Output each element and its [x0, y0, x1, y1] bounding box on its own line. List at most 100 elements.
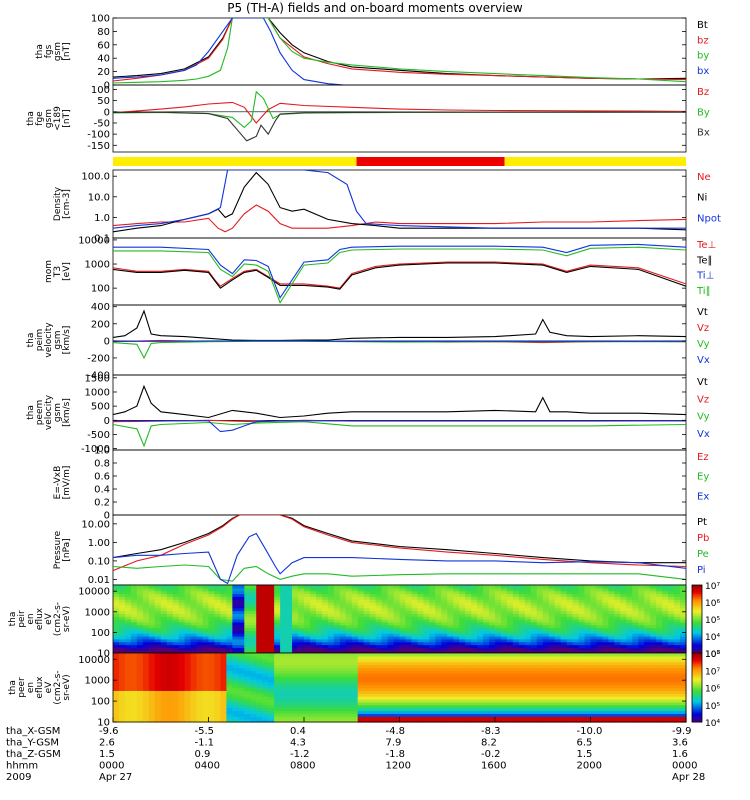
heatmap-cell — [142, 604, 150, 609]
heatmap-cell — [166, 621, 174, 626]
heatmap-cell — [518, 667, 526, 671]
heatmap-cell — [357, 630, 365, 634]
heatmap-cell — [518, 710, 526, 714]
heatmap-cell — [375, 616, 383, 620]
heatmap-cell — [399, 687, 407, 691]
heatmap-cell — [363, 599, 371, 603]
heatmap-cell — [560, 696, 568, 700]
heatmap-cell — [226, 596, 233, 600]
colorbar-cell — [692, 656, 702, 659]
heatmap-cell — [345, 658, 353, 663]
heatmap-cell — [172, 650, 180, 654]
heatmap-cell — [417, 602, 424, 606]
heatmap-cell — [369, 699, 377, 703]
heatmap-cell — [417, 653, 424, 657]
heatmap-cell — [220, 610, 228, 614]
heatmap-cell — [309, 653, 317, 657]
heatmap-cell — [644, 641, 651, 646]
heatmap-cell — [309, 684, 317, 689]
heatmap-cell — [154, 596, 162, 600]
heatmap-cell — [304, 707, 311, 712]
heatmap-cell — [668, 667, 675, 671]
heatmap-cell — [351, 613, 359, 617]
heatmap-cell — [202, 676, 210, 680]
heatmap-cell — [286, 670, 293, 674]
heatmap-cell — [495, 599, 502, 603]
heatmap-cell — [644, 713, 651, 717]
heatmap-cell — [220, 701, 228, 706]
heatmap-cell — [626, 687, 633, 691]
heatmap-cell — [489, 684, 496, 689]
heatmap-cell — [530, 641, 538, 646]
heatmap-cell — [536, 696, 544, 700]
heatmap-cell — [471, 655, 478, 660]
heatmap-cell — [674, 670, 681, 674]
heatmap-cell — [250, 673, 257, 677]
heatmap-cell — [124, 650, 132, 654]
heatmap-cell — [375, 630, 383, 634]
heatmap-cell — [160, 710, 168, 714]
heatmap-cell — [130, 593, 138, 597]
heatmap-cell — [387, 667, 395, 671]
heatmap-cell — [298, 661, 305, 666]
heatmap-cell — [280, 667, 287, 671]
heatmap-cell — [274, 707, 281, 712]
heatmap-cell — [369, 713, 377, 717]
heatmap-cell — [411, 687, 419, 691]
heatmap-cell — [244, 655, 251, 660]
heatmap-cell — [351, 670, 359, 674]
heatmap-cell — [292, 693, 299, 697]
heatmap-cell — [196, 644, 204, 648]
heatmap-cell — [166, 653, 174, 657]
heatmap-cell — [292, 655, 299, 660]
heatmap-cell — [483, 619, 490, 623]
heatmap-cell — [166, 585, 174, 589]
heatmap-cell — [608, 630, 615, 634]
heatmap-cell — [572, 693, 580, 697]
heatmap-cell — [626, 716, 633, 720]
heatmap-cell — [578, 610, 586, 614]
heatmap-cell — [572, 596, 580, 600]
colorbar-cell — [692, 624, 702, 627]
heatmap-cell — [268, 624, 275, 629]
y-tick-label: 0.8 — [94, 459, 110, 470]
heatmap-cell — [560, 684, 568, 689]
heatmap-cell — [238, 681, 245, 686]
heatmap-cell — [512, 644, 520, 648]
heatmap-cell — [447, 661, 454, 666]
heatmap-cell — [118, 602, 126, 606]
heatmap-cell — [608, 627, 615, 631]
heatmap-cell — [668, 653, 675, 657]
heatmap-cell — [435, 650, 442, 654]
heatmap-cell — [471, 627, 478, 631]
heatmap-cell — [220, 678, 228, 683]
heatmap-cell — [142, 624, 150, 629]
heatmap-cell — [148, 684, 156, 689]
heatmap-cell — [459, 653, 466, 657]
heatmap-cell — [321, 638, 329, 643]
heatmap-cell — [441, 699, 448, 703]
heatmap-cell — [471, 641, 478, 646]
heatmap-cell — [214, 707, 222, 712]
heatmap-cell — [542, 664, 550, 668]
heatmap-cell — [315, 707, 323, 712]
heatmap-cell — [518, 607, 526, 612]
heatmap-cell — [626, 644, 633, 648]
heatmap-cell — [304, 621, 311, 626]
heatmap-cell — [602, 684, 610, 689]
heatmap-cell — [405, 690, 413, 694]
heatmap-cell — [154, 610, 162, 614]
heatmap-cell — [638, 596, 645, 600]
heatmap-cell — [429, 610, 436, 614]
heatmap-cell — [339, 630, 347, 634]
y-tick-label: 1000 — [85, 676, 110, 687]
heatmap-cell — [387, 678, 395, 683]
heatmap-cell — [530, 599, 538, 603]
heatmap-cell — [489, 633, 496, 637]
heatmap-cell — [202, 604, 210, 609]
heatmap-cell — [566, 638, 574, 643]
heatmap-cell — [506, 630, 514, 634]
heatmap-cell — [405, 699, 413, 703]
heatmap-cell — [471, 644, 478, 648]
heatmap-cell — [274, 593, 281, 597]
